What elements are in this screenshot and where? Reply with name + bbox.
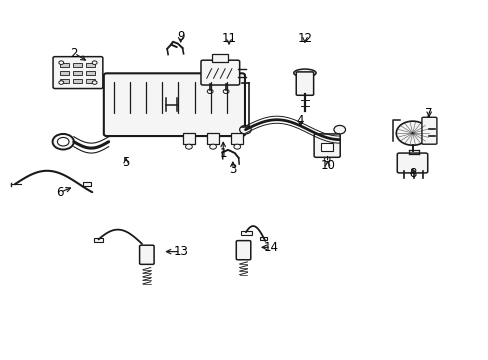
- Bar: [86, 78, 95, 83]
- FancyBboxPatch shape: [103, 73, 244, 136]
- Text: 2: 2: [70, 46, 78, 60]
- Circle shape: [59, 81, 63, 84]
- FancyBboxPatch shape: [53, 57, 102, 89]
- Bar: [207, 132, 219, 144]
- Ellipse shape: [293, 69, 315, 77]
- Bar: [86, 71, 95, 75]
- Circle shape: [207, 89, 213, 94]
- Circle shape: [57, 138, 69, 146]
- Bar: [231, 132, 243, 144]
- Text: 8: 8: [408, 167, 416, 180]
- Circle shape: [92, 61, 97, 64]
- Bar: [83, 182, 91, 186]
- Circle shape: [233, 144, 240, 149]
- Bar: [86, 63, 95, 67]
- Bar: [73, 78, 81, 83]
- FancyBboxPatch shape: [313, 134, 340, 157]
- Circle shape: [92, 81, 97, 84]
- Bar: [60, 71, 68, 75]
- Circle shape: [209, 144, 216, 149]
- Bar: [60, 63, 68, 67]
- Circle shape: [223, 89, 228, 94]
- Circle shape: [59, 61, 63, 64]
- Text: 7: 7: [425, 107, 432, 120]
- Bar: [241, 231, 251, 235]
- Bar: [73, 63, 81, 67]
- Text: 4: 4: [296, 114, 304, 127]
- FancyBboxPatch shape: [236, 240, 250, 260]
- Bar: [320, 143, 333, 151]
- Bar: [183, 132, 194, 144]
- Text: 6: 6: [56, 186, 63, 199]
- Text: 5: 5: [122, 157, 129, 170]
- FancyBboxPatch shape: [296, 72, 313, 95]
- Circle shape: [53, 134, 74, 149]
- Text: 1: 1: [219, 147, 226, 160]
- Circle shape: [333, 125, 345, 134]
- Circle shape: [239, 125, 251, 134]
- Bar: [211, 54, 227, 62]
- Bar: [73, 71, 81, 75]
- Bar: [94, 238, 103, 242]
- Circle shape: [185, 144, 192, 149]
- Text: 14: 14: [263, 241, 278, 254]
- FancyBboxPatch shape: [396, 153, 427, 173]
- Text: 12: 12: [297, 32, 312, 45]
- Text: 13: 13: [173, 245, 188, 258]
- Text: 3: 3: [229, 163, 236, 176]
- Circle shape: [324, 157, 329, 162]
- Circle shape: [395, 121, 428, 145]
- FancyBboxPatch shape: [139, 245, 154, 264]
- Text: 10: 10: [320, 159, 334, 172]
- Text: 11: 11: [221, 32, 236, 45]
- Bar: [260, 237, 266, 240]
- Bar: [60, 78, 68, 83]
- FancyBboxPatch shape: [421, 117, 436, 144]
- Text: 9: 9: [177, 30, 184, 43]
- FancyBboxPatch shape: [201, 60, 239, 85]
